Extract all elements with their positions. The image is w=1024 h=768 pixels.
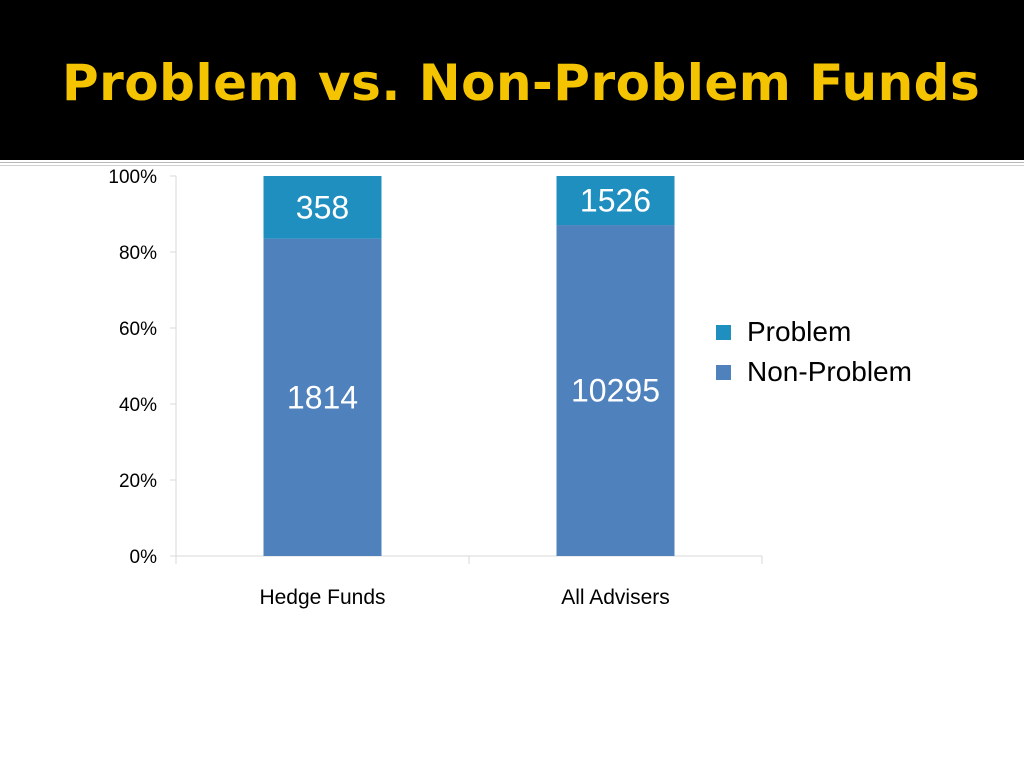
y-tick-label: 40% xyxy=(119,395,157,416)
data-label: 1814 xyxy=(287,379,358,415)
chart-legend: Problem Non-Problem xyxy=(716,312,912,392)
x-category-label: All Advisers xyxy=(561,586,670,609)
y-tick-label: 20% xyxy=(119,471,157,492)
data-label: 358 xyxy=(296,189,349,225)
y-tick-label: 80% xyxy=(119,243,157,264)
legend-label-problem: Problem xyxy=(747,316,852,347)
x-category-label: Hedge Funds xyxy=(259,586,385,609)
data-label: 1526 xyxy=(580,183,651,219)
bar-problem-1 xyxy=(556,176,675,226)
y-tick-label: 0% xyxy=(130,547,158,568)
bar-non-problem-1 xyxy=(556,225,675,557)
bar-problem-0 xyxy=(263,176,382,239)
bar-non-problem-0 xyxy=(263,238,382,556)
title-divider xyxy=(0,160,1024,169)
slide-title: Problem vs. Non-Problem Funds xyxy=(62,54,981,112)
legend-swatch-problem xyxy=(716,324,731,340)
data-label: 10295 xyxy=(571,373,660,409)
legend-item-non-problem: Non-Problem xyxy=(716,352,912,392)
legend-swatch-non-problem xyxy=(716,364,731,380)
legend-label-non-problem: Non-Problem xyxy=(747,356,912,387)
y-tick-label: 60% xyxy=(119,319,157,340)
title-bar: Problem vs. Non-Problem Funds xyxy=(0,0,1024,160)
legend-item-problem: Problem xyxy=(716,312,912,352)
y-tick-label: 100% xyxy=(108,167,157,188)
